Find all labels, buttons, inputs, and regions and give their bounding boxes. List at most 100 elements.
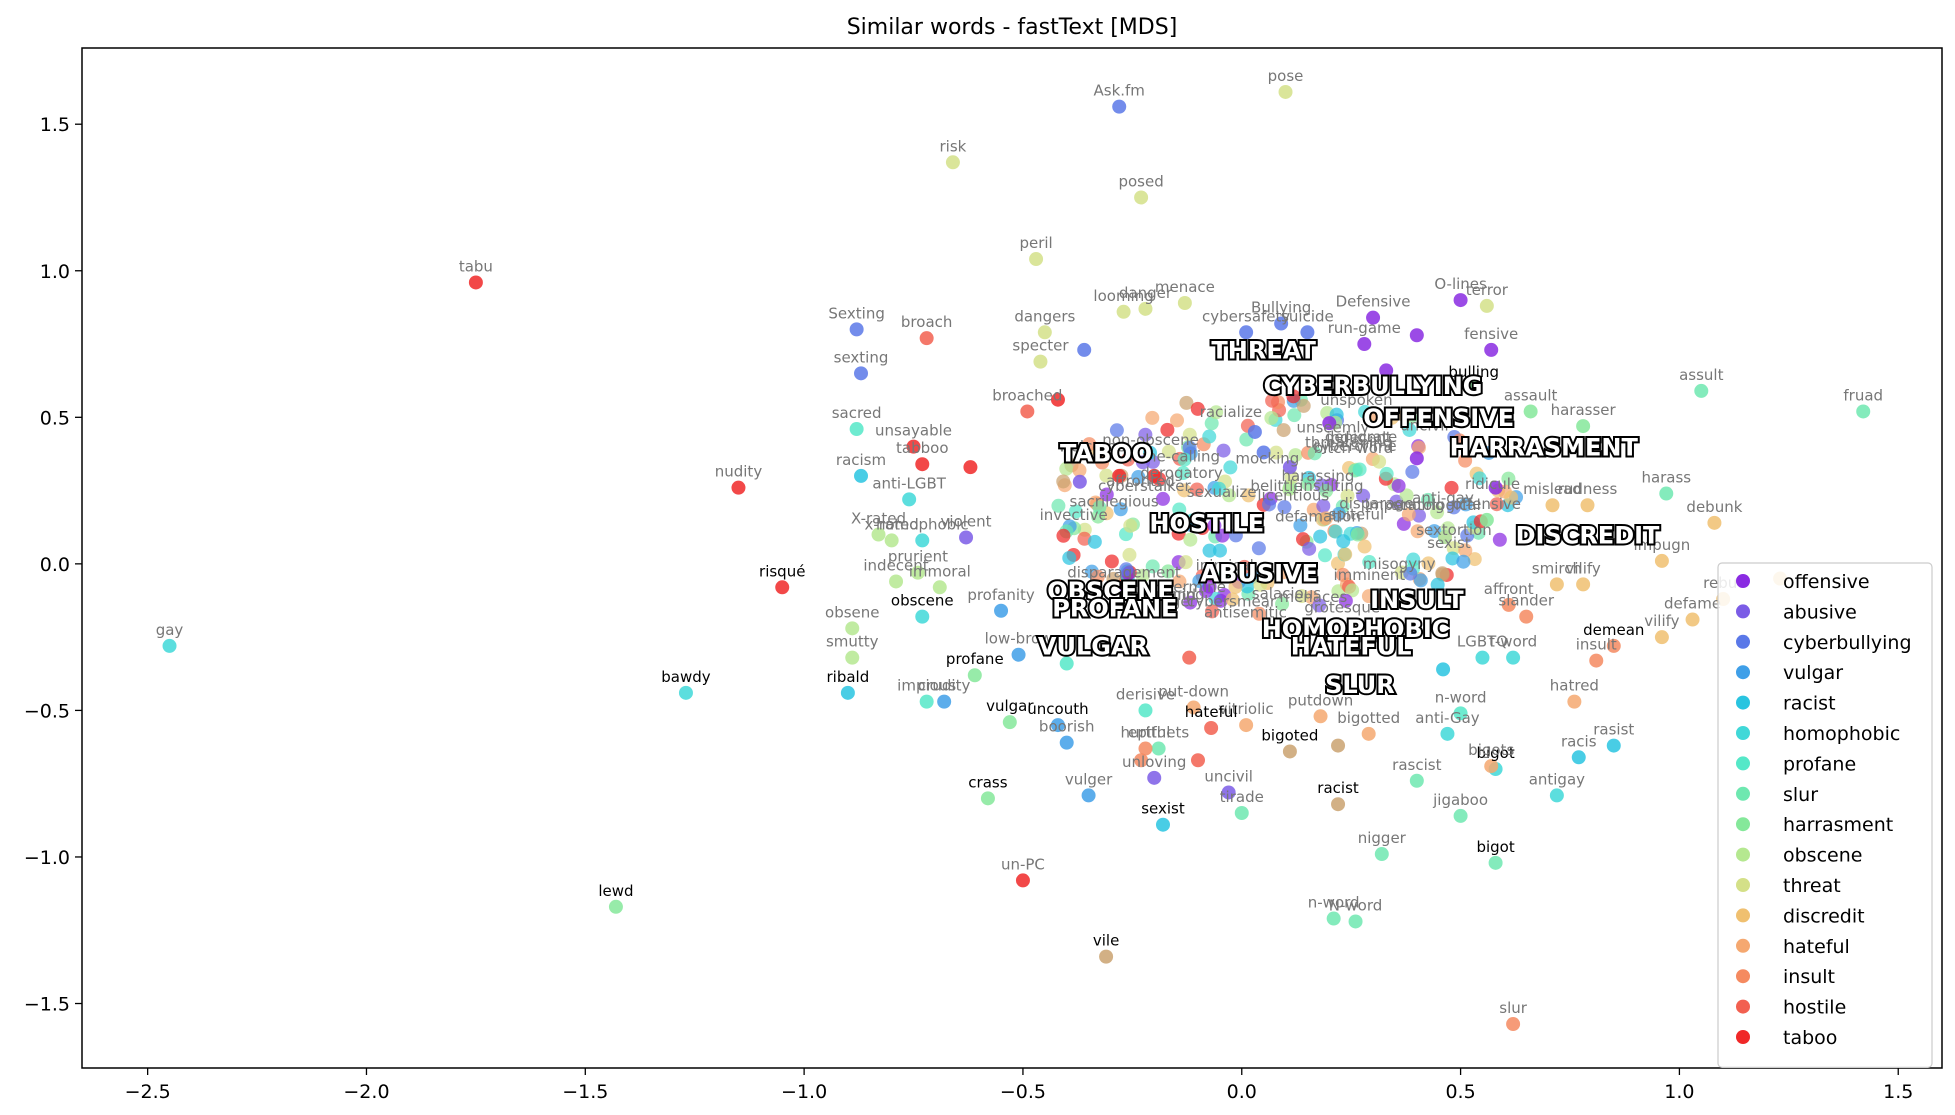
legend-label: obscene — [1783, 845, 1862, 867]
cluster-point — [1170, 413, 1185, 428]
x-tick-label: 0.5 — [1445, 1081, 1475, 1103]
point-label: immoral — [909, 562, 971, 580]
point-label: gay — [156, 621, 184, 639]
data-point — [945, 155, 960, 170]
data-point — [884, 533, 899, 548]
point-label: unloving — [1122, 753, 1186, 771]
data-point — [1147, 468, 1162, 483]
cluster-point — [1411, 508, 1426, 523]
point-label: demean — [1583, 621, 1644, 639]
data-point — [1484, 342, 1499, 357]
data-point — [1654, 553, 1669, 568]
cluster-point — [1161, 444, 1176, 459]
dense-labels-layer: harassing sexualize racialize unspoken misog… — [1040, 391, 1521, 622]
cluster-point — [1372, 454, 1387, 469]
point-label: uncivil — [1204, 767, 1253, 785]
data-point — [1112, 468, 1127, 483]
cluster-point — [1218, 566, 1233, 581]
data-point — [1606, 638, 1621, 653]
cluster-point — [1155, 491, 1170, 506]
cluster-point — [1374, 592, 1389, 607]
cluster-point — [1131, 470, 1146, 485]
data-point — [1077, 342, 1092, 357]
data-point — [1506, 1017, 1521, 1032]
data-point — [1484, 759, 1499, 774]
point-label: risk — [939, 137, 966, 155]
cluster-point — [1307, 446, 1322, 461]
cluster-point — [1145, 410, 1160, 425]
point-label: racist — [1317, 779, 1359, 797]
point-label: fruad — [1843, 386, 1883, 404]
point-label: boorish — [1039, 718, 1095, 736]
keyword-label: HARRASMENT — [1450, 433, 1639, 461]
point-label: rudness — [1558, 480, 1618, 498]
legend-label: profane — [1783, 753, 1856, 775]
cluster-point — [1251, 541, 1266, 556]
point-label: sexting — [834, 348, 889, 366]
data-point — [1654, 630, 1669, 645]
data-point — [1177, 296, 1192, 310]
data-point — [1191, 753, 1205, 768]
point-label: obscene — [891, 592, 954, 610]
points-layer — [162, 84, 1871, 1032]
point-label: derisive — [1116, 685, 1175, 703]
data-point — [1147, 770, 1162, 785]
cluster-point — [1356, 488, 1371, 503]
data-point — [1685, 612, 1700, 627]
data-point — [854, 366, 869, 381]
data-point — [937, 694, 952, 709]
point-label: profanity — [967, 586, 1035, 604]
point-label: danger — [1119, 284, 1173, 302]
data-point — [919, 331, 934, 346]
cluster-word-label: unkind — [1145, 586, 1196, 604]
cluster-word-label: undermine — [1145, 578, 1226, 596]
point-label: slur — [1499, 999, 1527, 1017]
data-point — [1099, 949, 1114, 964]
legend-label: slur — [1783, 784, 1818, 806]
data-point — [1519, 609, 1534, 624]
point-label: smutty — [826, 633, 879, 651]
cluster-point — [1252, 606, 1267, 621]
cluster-point — [1138, 427, 1153, 442]
point-label: vitriolic — [1219, 700, 1274, 718]
cluster-point — [1119, 562, 1134, 577]
cluster-point — [1237, 559, 1252, 574]
legend-label: harrasment — [1783, 814, 1893, 836]
cluster-point — [1458, 543, 1473, 558]
cluster-point — [1135, 568, 1150, 583]
cluster-point — [1183, 595, 1198, 610]
data-point — [1151, 741, 1166, 756]
keyword-label: TABOO — [1060, 439, 1152, 467]
data-point — [1234, 806, 1249, 820]
point-label: smirch — [1532, 559, 1582, 577]
cluster-point — [1182, 517, 1197, 532]
y-tick-label: 0.0 — [40, 554, 70, 576]
cluster-word-label: misogyny — [1363, 555, 1436, 573]
cluster-point — [1430, 577, 1445, 592]
point-label: homophobic — [876, 515, 969, 533]
cluster-point — [1213, 593, 1228, 608]
keyword-label: OFFENSIVE — [1363, 404, 1514, 432]
cluster-point — [1104, 554, 1119, 569]
data-point — [1409, 328, 1424, 343]
point-label: antigay — [1529, 770, 1585, 788]
point-label: hateful — [1185, 703, 1238, 721]
cluster-point — [1095, 455, 1110, 470]
data-point — [845, 621, 860, 636]
point-label: jigaboo — [1432, 791, 1488, 809]
point-label: un-PC — [1001, 855, 1045, 873]
cluster-point — [1430, 505, 1445, 520]
x-tick-label: 1.5 — [1883, 1081, 1913, 1103]
cluster-word-label: disparage — [1339, 495, 1413, 513]
point-label: suicide — [1281, 307, 1334, 325]
point-labels-layer: fensive Defensive run-game O-lines violent un… — [156, 67, 1883, 1017]
cluster-point — [1338, 547, 1353, 562]
cluster-point — [1109, 423, 1124, 438]
point-label: t-word — [1489, 633, 1537, 651]
data-point — [1300, 325, 1315, 340]
cluster-point — [1288, 448, 1303, 463]
keyword-label: HOMOPHOBIC — [1262, 615, 1450, 643]
data-point — [889, 574, 904, 589]
cluster-point — [1411, 440, 1426, 455]
data-point — [608, 899, 623, 914]
